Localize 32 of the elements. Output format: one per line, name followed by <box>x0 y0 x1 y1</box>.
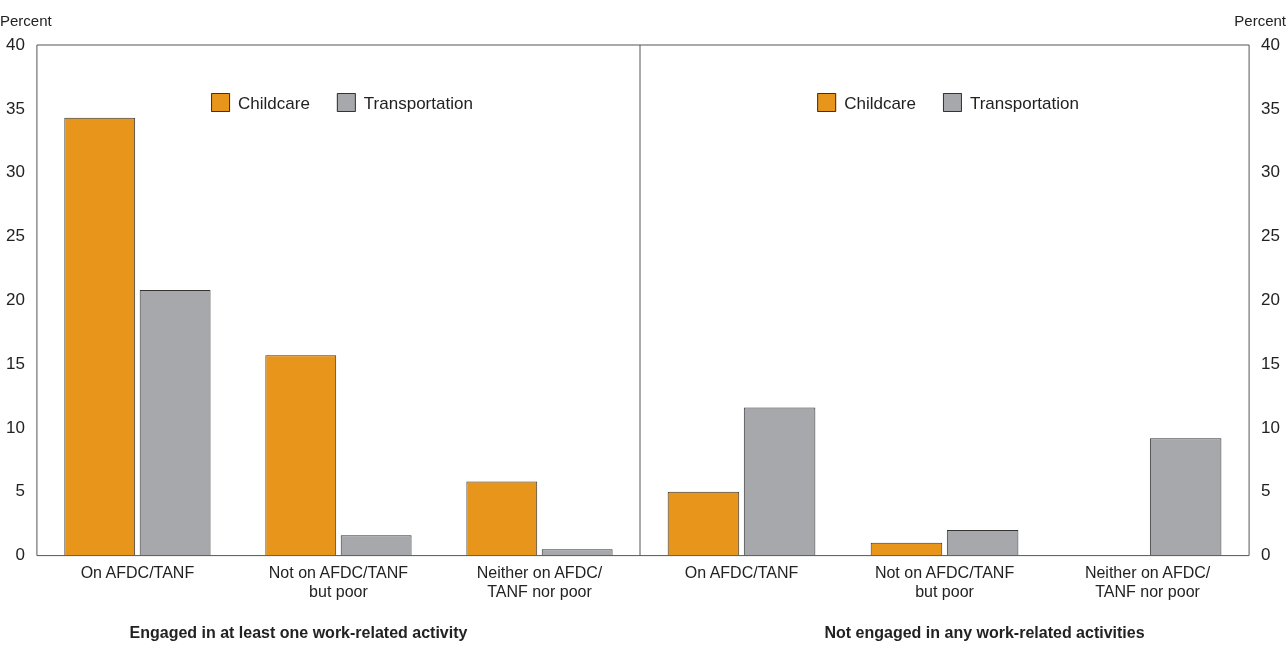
y-tick-label: 15 <box>1261 353 1281 373</box>
y-tick-label: 20 <box>1261 289 1281 309</box>
y-tick-label: 0 <box>15 545 25 565</box>
y-tick-label: 40 <box>5 34 25 54</box>
x-tick-label: Neither on AFDC/ TANF nor poor <box>1084 563 1211 600</box>
legend-label: Transportation <box>363 93 473 113</box>
x-axis-title: Not engaged in any work-related activities <box>824 624 1145 641</box>
y-tick-label: 25 <box>1261 226 1281 246</box>
y-tick-label: 30 <box>5 162 25 182</box>
x-tick-label: Not on AFDC/TANF but poor <box>268 563 409 600</box>
legend-label: Childcare <box>238 93 310 113</box>
x-tick-label: Neither on AFDC/ TANF nor poor <box>476 563 603 600</box>
x-axis-title: Engaged in at least one work-related activity <box>129 624 468 641</box>
y-tick-label: 5 <box>1261 481 1271 501</box>
y-tick-label: 25 <box>5 226 25 246</box>
y-tick-label: 5 <box>15 481 25 501</box>
y-tick-label: 10 <box>1261 417 1281 437</box>
y-tick-label: 35 <box>5 98 25 118</box>
legend-label: Childcare <box>844 93 916 113</box>
x-tick-label: On AFDC/TANF <box>684 563 799 581</box>
legend-label: Transportation <box>969 93 1079 113</box>
x-tick-label: Not on AFDC/TANF but poor <box>874 563 1015 600</box>
y-tick-label: 10 <box>5 417 25 437</box>
y-tick-label: 15 <box>5 353 25 373</box>
y-tick-label: 35 <box>1261 98 1281 118</box>
y-tick-label: 30 <box>1261 162 1281 182</box>
x-tick-label: On AFDC/TANF <box>80 563 195 581</box>
y-tick-label: 0 <box>1261 545 1271 565</box>
y-tick-label: 40 <box>1261 34 1281 54</box>
y-axis-title: Percent <box>0 12 53 29</box>
y-tick-label: 20 <box>5 289 25 309</box>
y-axis-title: Percent <box>1234 12 1287 29</box>
